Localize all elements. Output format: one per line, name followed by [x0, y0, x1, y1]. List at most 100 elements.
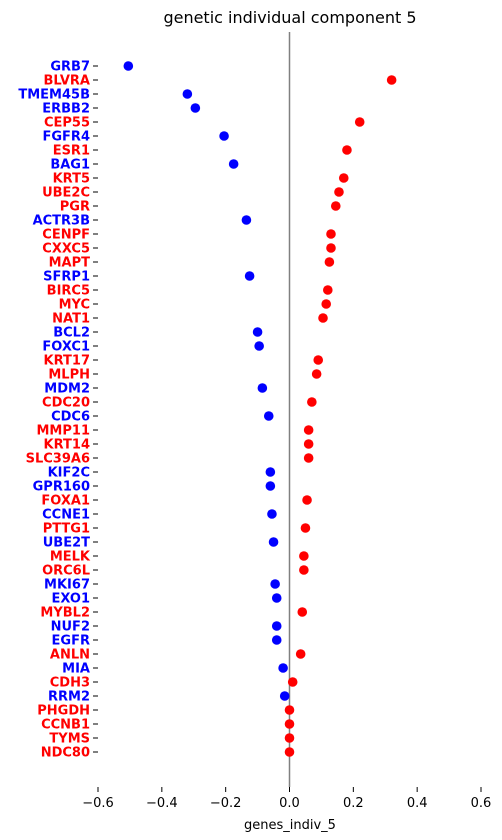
point-ube2t	[268, 537, 279, 547]
point-melk	[299, 551, 309, 561]
gene-label-blvra: BLVRA	[43, 74, 90, 89]
point-ube2c	[334, 187, 344, 197]
gene-label-sfrp1: SFRP1	[43, 270, 90, 285]
gene-label-actr3b: ACTR3B	[33, 214, 90, 229]
gene-label-ndc80: NDC80	[41, 746, 90, 761]
gene-label-mybl2: MYBL2	[40, 606, 90, 621]
gene-label-mlph: MLPH	[48, 368, 90, 383]
point-birc5	[323, 285, 333, 295]
point-tyms	[284, 733, 295, 743]
x-tick-label: 0.2	[343, 796, 364, 811]
point-foxc1	[254, 341, 264, 351]
gene-label-anln: ANLN	[50, 648, 90, 663]
point-cdh3	[287, 677, 298, 687]
x-tick-label: −0.6	[82, 796, 114, 811]
gene-label-bcl2: BCL2	[53, 326, 90, 341]
gene-label-exo1: EXO1	[51, 592, 90, 607]
gene-label-pttg1: PTTG1	[43, 522, 90, 537]
point-foxa1	[302, 495, 312, 505]
point-anln	[295, 649, 306, 659]
point-pttg1	[300, 523, 311, 533]
x-tick-label: −0.4	[146, 796, 178, 811]
point-cdc6	[263, 411, 274, 421]
point-cdc20	[307, 397, 317, 407]
gene-label-kif2c: KIF2C	[48, 466, 90, 481]
point-gpr160	[265, 481, 276, 491]
point-ndc80	[284, 747, 295, 757]
gene-label-foxa1: FOXA1	[41, 494, 90, 509]
gene-label-cep55: CEP55	[44, 116, 90, 131]
gene-label-cxxc5: CXXC5	[42, 242, 90, 257]
gene-label-grb7: GRB7	[50, 60, 90, 75]
chart-title: genetic individual component 5	[163, 8, 416, 27]
gene-labels: GRB7BLVRATMEM45BERBB2CEP55FGFR4ESR1BAG1K…	[18, 60, 98, 761]
gene-label-fgfr4: FGFR4	[43, 130, 91, 145]
point-krt5	[338, 173, 349, 183]
gene-label-birc5: BIRC5	[47, 284, 90, 299]
gene-label-mia: MIA	[62, 662, 90, 677]
x-axis-label: genes_indiv_5	[244, 818, 336, 833]
point-sfrp1	[244, 271, 255, 281]
x-tick-label: 0.0	[279, 796, 300, 811]
point-mmp11	[303, 425, 314, 435]
data-points	[123, 61, 397, 757]
gene-label-ube2c: UBE2C	[42, 186, 90, 201]
gene-label-melk: MELK	[50, 550, 91, 565]
point-mki67	[270, 579, 280, 589]
gene-label-mapt: MAPT	[49, 256, 91, 271]
point-cxxc5	[326, 243, 336, 253]
gene-label-myc: MYC	[59, 298, 90, 313]
gene-label-cdh3: CDH3	[50, 676, 90, 691]
point-blvra	[386, 75, 397, 85]
point-kif2c	[265, 467, 276, 477]
x-axis: −0.6 −0.4 −0.2 0.0 0.2 0.4 0.6	[82, 787, 491, 811]
gene-label-cdc20: CDC20	[42, 396, 90, 411]
gene-label-cdc6: CDC6	[51, 410, 90, 425]
point-nat1	[318, 313, 328, 323]
point-bag1	[228, 159, 239, 169]
point-mdm2	[257, 383, 268, 393]
gene-label-nat1: NAT1	[52, 312, 90, 327]
point-myc	[321, 299, 332, 309]
gene-label-phgdh: PHGDH	[37, 704, 90, 719]
point-cep55	[354, 117, 365, 127]
point-actr3b	[241, 215, 252, 225]
point-tmem45b	[182, 89, 193, 99]
gene-label-krt5: KRT5	[53, 172, 90, 187]
x-tick-label: 0.4	[407, 796, 428, 811]
point-rrm2	[279, 691, 290, 701]
gene-label-ccne1: CCNE1	[42, 508, 90, 523]
point-egfr	[271, 635, 282, 645]
point-fgfr4	[219, 131, 229, 141]
point-phgdh	[284, 705, 295, 715]
gene-label-gpr160: GPR160	[33, 480, 90, 495]
gene-label-tmem45b: TMEM45B	[18, 88, 90, 103]
gene-label-ube2t: UBE2T	[43, 536, 90, 551]
gene-label-esr1: ESR1	[53, 144, 90, 159]
gene-label-slc39a6: SLC39A6	[26, 452, 90, 467]
point-esr1	[342, 145, 352, 155]
gene-label-bag1: BAG1	[50, 158, 90, 173]
point-erbb2	[190, 103, 201, 113]
point-orc6l	[299, 565, 309, 575]
gene-label-tyms: TYMS	[49, 732, 90, 747]
point-pgr	[330, 201, 341, 211]
gene-label-cenpf: CENPF	[42, 228, 90, 243]
point-ccne1	[267, 509, 277, 519]
point-exo1	[271, 593, 282, 603]
gene-label-mki67: MKI67	[44, 578, 90, 593]
point-cenpf	[326, 229, 336, 239]
point-bcl2	[252, 327, 263, 337]
point-slc39a6	[303, 453, 314, 463]
point-mlph	[311, 369, 322, 379]
point-grb7	[123, 61, 134, 71]
gene-label-mmp11: MMP11	[37, 424, 91, 439]
point-ccnb1	[284, 719, 295, 729]
point-krt17	[313, 355, 324, 365]
gene-label-krt14: KRT14	[44, 438, 90, 453]
point-nuf2	[271, 621, 282, 631]
point-krt14	[303, 439, 314, 449]
gene-label-erbb2: ERBB2	[42, 102, 90, 117]
